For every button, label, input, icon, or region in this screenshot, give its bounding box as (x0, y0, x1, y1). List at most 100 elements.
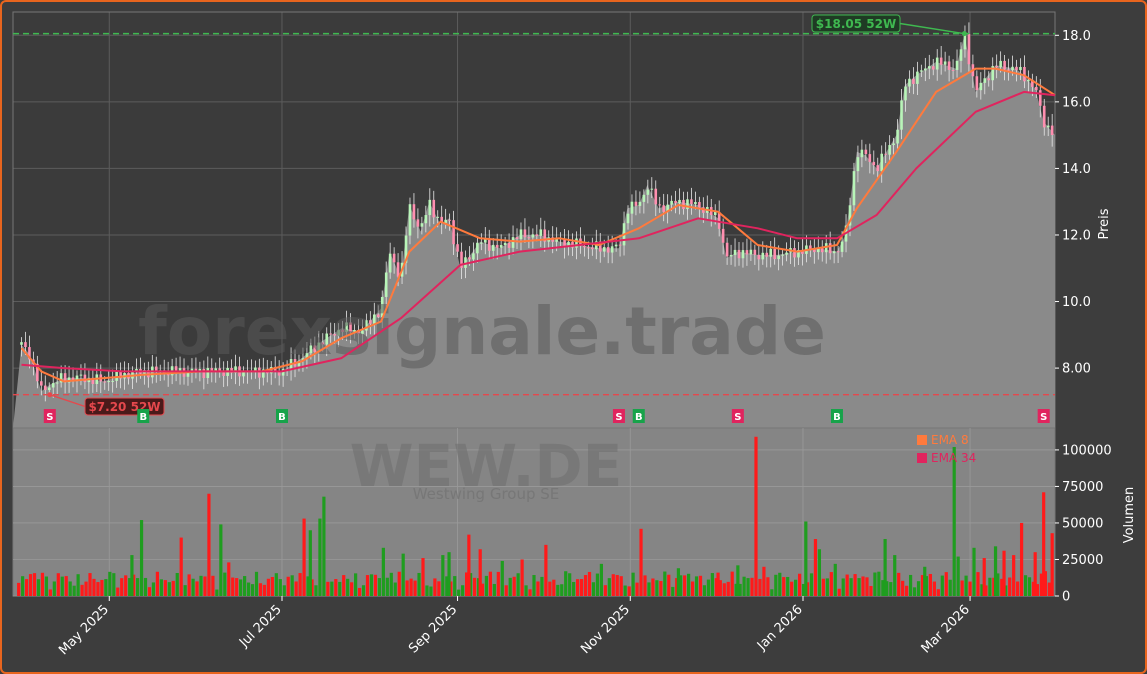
signal-marker-6 (830, 409, 843, 423)
volume-bar (52, 581, 56, 596)
volume-bar (250, 584, 255, 596)
volume-bar (794, 579, 798, 596)
candle-body (404, 235, 408, 263)
volume-bar (68, 581, 72, 596)
candle-body (277, 371, 281, 376)
legend: EMA 8 EMA 34 (917, 433, 976, 465)
volume-bar (552, 579, 556, 596)
candle-body (765, 252, 769, 257)
volume-bar (298, 573, 302, 596)
candle-body (1015, 66, 1018, 71)
volume-bar (465, 572, 469, 596)
volume-bar (982, 558, 986, 596)
volume-bar (667, 574, 671, 596)
volume-bar (308, 530, 312, 596)
volume-bar (227, 562, 231, 596)
volume-bar (354, 573, 358, 596)
candle-body (698, 202, 701, 208)
candle-body (420, 223, 424, 227)
volume-tick-label-3: 75000 (1062, 480, 1103, 495)
volume-bar (1035, 584, 1040, 596)
candle-body (1019, 66, 1022, 71)
volume-bar (579, 579, 584, 596)
candle-body (301, 358, 305, 361)
volume-bar (845, 574, 849, 596)
volume-bar (524, 585, 528, 596)
volume-bar (932, 581, 936, 596)
volume-bar (183, 585, 187, 596)
candle-body (206, 368, 210, 379)
volume-bar (790, 581, 794, 596)
candle-body (254, 367, 257, 371)
volume-bar (425, 585, 429, 596)
volume-bar (861, 576, 865, 596)
candle-body (682, 199, 685, 210)
candle-body (729, 254, 733, 257)
ema-lines (20, 67, 1056, 383)
candle-body (539, 229, 543, 236)
candle-body (963, 34, 967, 50)
volume-bar (797, 573, 802, 596)
volume-bar (936, 589, 940, 596)
price-area (13, 35, 1055, 429)
candle-body (781, 254, 784, 256)
candle-body (1027, 79, 1030, 82)
volume-bar (587, 571, 592, 596)
volume-bar (447, 552, 451, 596)
candle-body (916, 71, 919, 84)
volume-bar (179, 537, 183, 596)
candle-body (658, 204, 662, 206)
volume-bar (869, 586, 873, 596)
volume-bar (595, 573, 600, 596)
volume-bar (607, 578, 611, 596)
candle-body (198, 369, 202, 372)
volume-bar (385, 577, 389, 596)
volume-bar (306, 576, 310, 596)
candle-body (666, 204, 669, 212)
volume-bar (120, 578, 124, 596)
candle-body (801, 250, 804, 254)
volume-bar (401, 553, 405, 596)
candle-body (349, 322, 352, 332)
candle-body (591, 247, 594, 250)
volume-bar (171, 580, 175, 596)
candle-body (888, 145, 891, 155)
volume-bar (599, 563, 603, 596)
candle-body (690, 199, 693, 205)
candle-body (531, 234, 535, 238)
volume-bar (881, 580, 885, 596)
volume-bar (1012, 555, 1016, 596)
volume-bar (694, 576, 699, 596)
volume-bar (445, 576, 449, 596)
candle-body (567, 241, 570, 247)
candle-body (880, 153, 884, 172)
volume-bar (467, 534, 471, 596)
candle-body (448, 219, 451, 221)
price-area-fill (13, 35, 1055, 429)
candle-body (840, 241, 844, 252)
candle-body (836, 251, 840, 253)
volume-bar (556, 584, 560, 596)
volume-bar (266, 578, 271, 596)
volume-bar (24, 579, 29, 596)
volume-bar (813, 539, 818, 596)
volume-bar (825, 578, 829, 596)
candle-body (920, 70, 923, 72)
candle-body (904, 86, 907, 101)
volume-bar (627, 586, 631, 596)
candle-body (884, 153, 887, 155)
volume-bar (801, 583, 806, 596)
candle-body (384, 272, 388, 297)
volume-bar (736, 565, 740, 596)
candle-body (955, 60, 959, 70)
candle-body (1046, 125, 1050, 128)
volume-bar (722, 583, 726, 596)
candle-body (515, 237, 519, 240)
candle-body (749, 249, 753, 255)
volume-tick-label-4: 100000 (1062, 443, 1112, 458)
volume-bar (956, 556, 960, 596)
candle-body (59, 373, 63, 383)
